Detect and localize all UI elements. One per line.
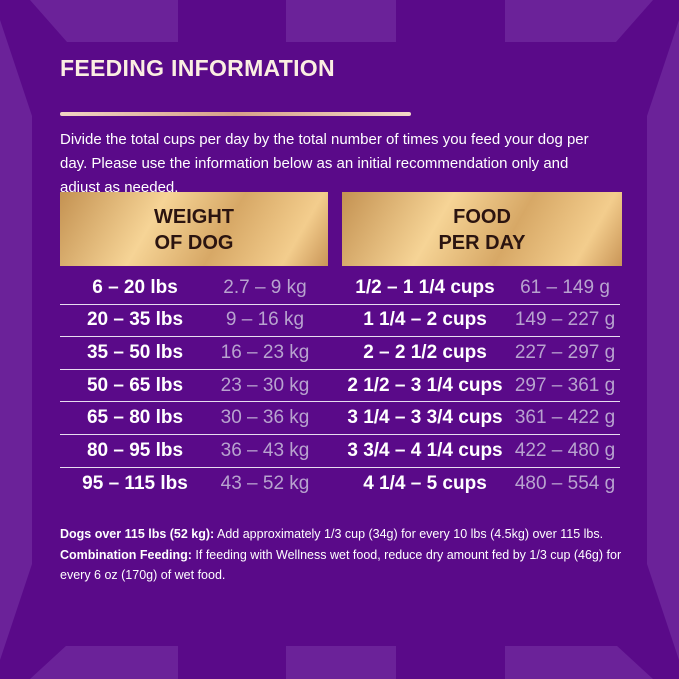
note-text-large-dogs: Add approximately 1/3 cup (34g) for ever… <box>214 527 604 541</box>
decor-top-right <box>505 0 653 42</box>
footnote: Dogs over 115 lbs (52 kg): Add approxima… <box>60 524 640 586</box>
food-cups: 3 1/4 – 3 3/4 cups <box>347 407 503 429</box>
intro-text: Divide the total cups per day by the tot… <box>60 131 589 196</box>
decor-right-side <box>647 20 679 660</box>
weight-lbs: 50 – 65 lbs <box>86 374 184 396</box>
table-row: 20 – 35 lbs 9 – 16 kg 1 1/4 – 2 cups 149 – … <box>60 305 620 338</box>
weight-kg: 30 – 36 kg <box>220 407 310 429</box>
decor-bottom-right <box>505 645 653 679</box>
weight-header: WEIGHT OF DOG <box>60 192 328 266</box>
food-grams: 61 – 149 g <box>520 276 610 298</box>
food-header-line1: FOOD <box>453 206 511 228</box>
weight-lbs: 20 – 35 lbs <box>86 309 184 331</box>
weight-kg: 2.7 – 9 kg <box>223 276 307 298</box>
table-row: 35 – 50 lbs 16 – 23 kg 2 – 2 1/2 cups 227 –… <box>60 337 620 370</box>
food-cups: 1/2 – 1 1/4 cups <box>355 276 495 298</box>
decor-bottom-left <box>30 645 178 679</box>
weight-lbs: 80 – 95 lbs <box>86 439 184 461</box>
table-row: 80 – 95 lbs 36 – 43 kg 3 3/4 – 4 1/4 cups 4… <box>60 435 620 468</box>
decor-bottom-center <box>286 645 396 679</box>
table-row: 65 – 80 lbs 30 – 36 kg 3 1/4 – 3 3/4 cups 3… <box>60 402 620 435</box>
weight-header-line2: OF DOG <box>154 232 234 254</box>
food-cups: 4 1/4 – 5 cups <box>363 472 487 494</box>
content-panel <box>32 42 647 646</box>
food-cups: 1 1/4 – 2 cups <box>363 309 487 331</box>
page-title: FEEDING INFORMATION <box>60 55 335 81</box>
note-label-combination: Combination Feeding: <box>60 547 192 562</box>
food-cups: 2 – 2 1/2 cups <box>363 341 487 363</box>
weight-kg: 16 – 23 kg <box>220 341 310 363</box>
food-grams: 149 – 227 g <box>514 309 616 331</box>
food-grams: 480 – 554 g <box>514 472 616 494</box>
weight-lbs: 65 – 80 lbs <box>86 407 184 429</box>
food-header: FOOD PER DAY <box>342 192 622 266</box>
feeding-table: 6 – 20 lbs 2.7 – 9 kg 1/2 – 1 1/4 cups 61 –… <box>60 272 620 500</box>
food-header-line2: PER DAY <box>438 232 526 254</box>
food-grams: 361 – 422 g <box>514 407 616 429</box>
weight-lbs: 95 – 115 lbs <box>82 472 188 494</box>
food-grams: 297 – 361 g <box>514 374 616 396</box>
table-row: 50 – 65 lbs 23 – 30 kg 2 1/2 – 3 1/4 cups 2… <box>60 370 620 403</box>
food-cups: 2 1/2 – 3 1/4 cups <box>347 374 503 396</box>
decor-left-side <box>0 20 32 660</box>
weight-kg: 9 – 16 kg <box>225 309 305 331</box>
weight-kg: 23 – 30 kg <box>220 374 310 396</box>
weight-kg: 36 – 43 kg <box>220 439 310 461</box>
weight-header-line1: WEIGHT <box>154 206 234 228</box>
table-row: 95 – 115 lbs 43 – 52 kg 4 1/4 – 5 cups 480 … <box>60 468 620 501</box>
food-grams: 227 – 297 g <box>514 341 616 363</box>
weight-lbs: 35 – 50 lbs <box>86 341 184 363</box>
food-grams: 422 – 480 g <box>514 439 616 461</box>
decor-top-left <box>30 0 178 42</box>
table-row: 6 – 20 lbs 2.7 – 9 kg 1/2 – 1 1/4 cups 61 –… <box>60 272 620 305</box>
note-text-combination: If feeding with Wellness wet food, reduc… <box>60 547 622 583</box>
decor-top-center <box>286 0 396 42</box>
food-cups: 3 3/4 – 4 1/4 cups <box>347 439 503 461</box>
title-underline <box>60 112 411 116</box>
weight-lbs: 6 – 20 lbs <box>92 276 178 298</box>
weight-kg: 43 – 52 kg <box>220 472 310 494</box>
note-label-large-dogs: Dogs over 115 lbs (52 kg): <box>60 527 215 541</box>
